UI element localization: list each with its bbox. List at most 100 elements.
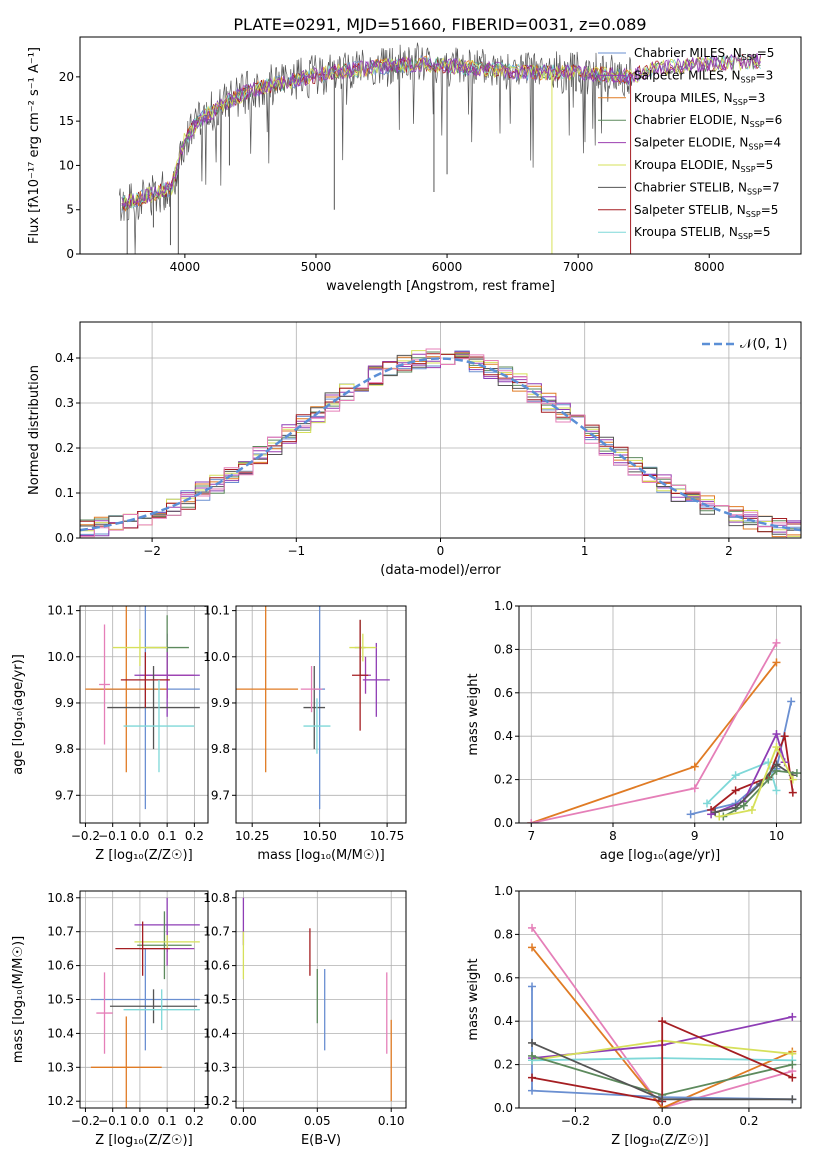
y-tick-label: 10.0 — [203, 650, 230, 664]
x-tick-label: 5000 — [301, 260, 332, 274]
x-tick-label: −0.1 — [98, 1114, 127, 1128]
x-tick-label: 0.1 — [158, 1114, 177, 1128]
legend-label-tail: =5 — [761, 203, 779, 217]
x-axis-label: E(B-V) — [301, 1133, 341, 1148]
legend-label-sub: SSP — [746, 210, 761, 219]
y-tick-label: 10.0 — [47, 650, 74, 664]
legend-label-tail: =7 — [762, 180, 780, 194]
legend-label-sub: SSP — [748, 143, 763, 152]
panel-age_vs_Z: −0.2−0.1 0.0 0.1 0.2 9.7 9.8 9.9 10.0 10.1 Z [log… — [11, 604, 209, 863]
y-tick-label: 0.2 — [494, 1058, 513, 1072]
x-tick-label: 0 — [437, 544, 445, 558]
y-axis-label: mass [log₁₀(M/M☉)] — [11, 936, 26, 1063]
legend-label-sub: SSP — [750, 120, 765, 129]
axes-frame — [518, 890, 802, 1109]
legend-label-main: Kroupa STELIB, N — [634, 225, 738, 239]
y-tick-label: 0.8 — [494, 642, 513, 656]
legend-label-tail: =5 — [756, 158, 774, 172]
y-tick-label: 10 — [59, 158, 74, 172]
x-tick-label: 10.50 — [302, 829, 336, 843]
y-tick-label: 0.0 — [494, 1101, 513, 1115]
x-tick-label: 0.2 — [185, 829, 204, 843]
axes-frame — [79, 605, 209, 824]
y-axis-label: Flux [fλ10⁻¹⁷ erg cm⁻² s⁻¹ A⁻¹] — [27, 47, 42, 244]
legend-label: Kroupa ELODIE, NSSP=5 — [634, 158, 773, 174]
y-tick-label: 0.6 — [494, 971, 513, 985]
legend-label-tail: =3 — [748, 91, 766, 105]
legend-label-main: Kroupa MILES, N — [634, 91, 733, 105]
series-line-pink — [531, 642, 778, 823]
y-tick-label: 0.4 — [494, 729, 513, 743]
y-tick-label: 10.8 — [203, 891, 230, 905]
legend-label-main: Salpeter ELODIE, N — [634, 136, 748, 150]
legend-label-main: Salpeter STELIB, N — [634, 203, 746, 217]
x-axis-label: Z [log₁₀(Z/Z☉)] — [611, 1133, 708, 1148]
y-tick-label: 0.0 — [494, 816, 513, 830]
x-tick-label: 10 — [769, 829, 784, 843]
y-tick-label: 0.8 — [494, 927, 513, 941]
spectrum-line-salpeter_elodie — [121, 53, 761, 210]
legend-label-main: Salpeter MILES, N — [634, 68, 741, 82]
x-tick-label: −0.1 — [98, 829, 127, 843]
legend-label-tail: =6 — [765, 113, 783, 127]
x-tick-label: 10.75 — [370, 829, 404, 843]
y-tick-label: 10.5 — [47, 993, 74, 1007]
x-axis-label: mass [log₁₀(M/M☉)] — [257, 848, 384, 863]
plot-area — [242, 897, 392, 1102]
legend-label: Salpeter MILES, NSSP=3 — [634, 68, 773, 84]
y-tick-label: 10.2 — [47, 1094, 74, 1108]
x-tick-label: −0.2 — [71, 829, 100, 843]
x-tick-label: −0.2 — [71, 1114, 100, 1128]
plot-area — [236, 606, 390, 810]
y-tick-label: 10.6 — [203, 959, 230, 973]
y-tick-label: 9.8 — [55, 742, 74, 756]
x-tick-label: 7000 — [563, 260, 594, 274]
y-tick-label: 10.2 — [203, 1094, 230, 1108]
x-axis-label: wavelength [Angstrom, rest frame] — [326, 279, 555, 294]
y-tick-label: 0.6 — [494, 686, 513, 700]
y-tick-label: 0.2 — [55, 441, 74, 455]
plot-area — [85, 606, 200, 810]
legend-label-gaussian: 𝒩(0, 1) — [740, 337, 787, 352]
y-tick-label: 10.7 — [203, 925, 230, 939]
y-tick-label: 5 — [66, 203, 74, 217]
legend-label-main: Kroupa ELODIE, N — [634, 158, 741, 172]
figure-title: PLATE=0291, MJD=51660, FIBERID=0031, z=0… — [233, 15, 646, 34]
x-tick-label: 0.00 — [230, 1114, 257, 1128]
x-tick-label: 0.0 — [130, 1114, 149, 1128]
y-tick-label: 0.1 — [55, 486, 74, 500]
legend-label-tail: =5 — [757, 46, 775, 60]
legend-label-sub: SSP — [741, 75, 756, 84]
legend-label-tail: =3 — [756, 68, 774, 82]
y-tick-label: 10.6 — [47, 959, 74, 973]
y-axis-label: mass weight — [466, 958, 481, 1040]
y-tick-label: 0.4 — [55, 351, 74, 365]
plot-area — [90, 897, 200, 1108]
plot-area — [528, 923, 797, 1108]
plot-area — [527, 638, 801, 823]
y-tick-label: 0.3 — [55, 396, 74, 410]
series-line-kroupa_elodie — [719, 744, 794, 818]
legend-label-sub: SSP — [747, 187, 762, 196]
x-axis-label: Z [log₁₀(Z/Z☉)] — [95, 848, 192, 863]
legend-label-sub: SSP — [741, 165, 756, 174]
series-line-chabrier_miles — [531, 986, 793, 1101]
y-tick-label: 9.9 — [55, 696, 74, 710]
series-line-kroupa_miles — [531, 946, 793, 1108]
y-tick-label: 10.1 — [47, 604, 74, 618]
x-tick-label: 8000 — [694, 260, 725, 274]
gaussian-curve — [80, 357, 801, 532]
y-tick-label: 10.1 — [203, 604, 230, 618]
y-axis-label: mass weight — [466, 673, 481, 755]
legend-label-sub: SSP — [733, 98, 748, 107]
legend-label-main: Chabrier ELODIE, N — [634, 113, 750, 127]
legend-label: Salpeter ELODIE, NSSP=4 — [634, 136, 781, 152]
x-tick-label: 8 — [609, 829, 617, 843]
legend-label: Kroupa STELIB, NSSP=5 — [634, 225, 771, 241]
x-tick-label: 7 — [527, 829, 535, 843]
y-tick-label: 9.7 — [211, 788, 230, 802]
x-tick-label: 0.2 — [185, 1114, 204, 1128]
x-tick-label: 6000 — [432, 260, 463, 274]
y-tick-label: 9.7 — [55, 788, 74, 802]
